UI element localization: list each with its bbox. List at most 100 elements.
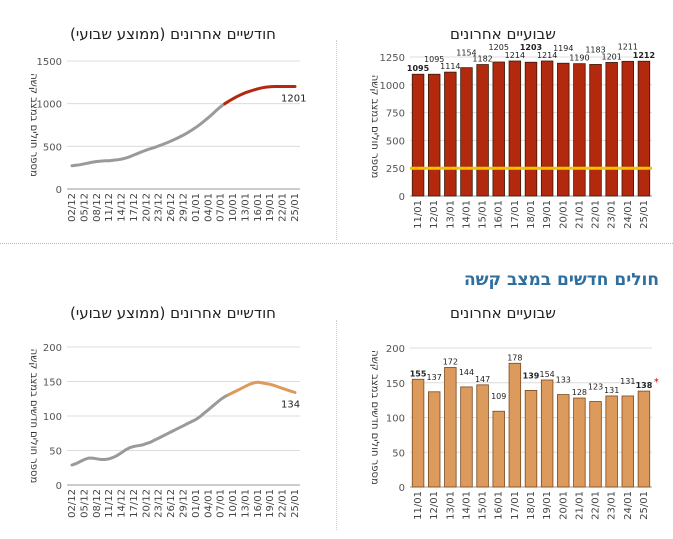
bottom-right-bar [508,362,522,488]
bottom-right-xtick-label: 12/01 [429,491,440,520]
top-right-bar [573,63,586,197]
bottom-right-xtick-label: 21/01 [574,491,585,520]
bottom-right-xtick-label: 14/01 [461,491,472,520]
top-right-bar [427,73,441,197]
bottom-right-bar-label: 178 [507,353,522,362]
top-right-bar [444,71,457,197]
top-right-xtick-label: 21/01 [574,200,585,229]
bottom-right-bar [589,401,602,488]
bottom-right-xtick-label: 24/01 [623,491,634,520]
bottom-right-bar-label: 128 [572,388,587,397]
top-left-xtick-label: 10/01 [228,193,239,222]
top-right-ytick-label: 1250 [380,53,405,64]
top-right-bar [540,60,554,197]
bottom-right-bar [476,384,489,488]
top-right-xtick-label: 17/01 [510,200,521,229]
bottom-right-ytick-label: 150 [386,379,405,390]
top-left-xtick-label: 01/01 [191,193,202,222]
top-right-xtick-label: 16/01 [494,200,505,229]
bottom-left-xtick-label: 25/01 [290,489,301,518]
top-left-ytick-label: 1000 [37,100,62,111]
top-left-xtick-label: 17/12 [129,193,140,222]
top-right-bar-label: 1182 [472,55,492,64]
bottom-left-ytick-label: 100 [43,412,62,423]
bottom-right-xtick-label: 15/01 [478,491,489,520]
bottom-left-xtick-label: 13/01 [240,489,251,518]
bottom-right-bar-label: 109 [491,392,506,401]
bottom-right-xtick-label: 19/01 [542,491,553,520]
top-right-bar [621,60,635,197]
top-right-xtick-label: 19/01 [542,200,553,229]
top-right-bar [411,73,425,197]
bottom-right-bar-label: 155 [410,369,427,378]
bottom-left-xtick-label: 05/12 [79,489,90,518]
top-right-bar-label: 1211 [618,42,638,51]
top-right-ytick-label: 750 [386,109,405,120]
top-left-series-line-recent [223,85,297,106]
bottom-right-bar [637,390,651,488]
bottom-left-xtick-label: 26/12 [166,489,177,518]
bottom-right-bar [411,378,425,488]
top-left-xtick-label: 08/12 [92,193,103,222]
bottom-right-xtick-label: 18/01 [526,491,537,520]
top-right-bar [637,60,651,197]
top-right-xtick-label: 13/01 [445,200,456,229]
bottom-left-ytick-label: 150 [43,378,62,389]
top-right-xtick-label: 25/01 [639,200,650,229]
vertical-divider-top [336,40,337,240]
top-left-xtick-label: 05/12 [79,193,90,222]
top-right-bar-label: 1203 [520,43,542,52]
top-right-bar-label: 1095 [407,64,430,73]
bottom-right-bar-label: 137 [427,373,442,382]
bottom-left-series-line-recent [227,380,297,397]
bottom-right-star-marker: * [654,377,659,388]
bottom-right-ytick-label: 50 [392,448,405,459]
bottom-right-xtick-label: 22/01 [591,491,602,520]
top-left-xtick-label: 14/12 [117,193,128,222]
bottom-right-bar-label: 123 [588,383,603,392]
bottom-left-xtick-label: 19/01 [265,489,276,518]
bottom-left-xtick-label: 02/12 [67,489,78,518]
bottom-left-ytick-label: 50 [49,447,62,458]
bottom-right-bar-label: 154 [539,370,554,379]
bottom-left-xtick-label: 16/01 [253,489,264,518]
bottom-left-title: חודשיים אחרונים (ממוצע שבועי) [70,304,276,322]
top-right-bar-label: 1183 [585,45,605,54]
bottom-right-bar-label: 172 [443,357,458,366]
bottom-right-bar [427,391,441,488]
top-right-bar [460,67,473,197]
bottom-left-end-label: 134 [281,400,300,411]
top-left-xtick-label: 23/12 [154,193,165,222]
bottom-left-xtick-label: 04/01 [203,489,214,518]
bottom-right-xtick-label: 25/01 [639,491,650,520]
bottom-right-bar [492,410,505,488]
top-right-xtick-label: 23/01 [607,200,618,229]
top-right-bar-label: 1095 [424,55,444,64]
top-right-bar [589,64,602,197]
bottom-right-bar-label: 133 [556,376,571,385]
top-right-xtick-label: 18/01 [526,200,537,229]
top-right-bar-label: 1201 [601,52,621,61]
top-right-bar-label: 1114 [440,62,460,71]
top-right-xtick-label: 22/01 [591,200,602,229]
top-right-bar [492,61,505,197]
top-right-xtick-label: 14/01 [461,200,472,229]
top-left-ytick-label: 1500 [37,57,62,68]
bottom-right-title: שבועיים אחרונים [450,304,556,322]
top-right-bar-label: 1212 [633,51,655,60]
top-right-bar-label: 1194 [553,44,573,53]
bottom-right-xtick-label: 17/01 [510,491,521,520]
top-right-bar-label: 1190 [569,54,589,63]
top-right-xtick-label: 24/01 [623,200,634,229]
bottom-left-ytick-label: 200 [43,343,62,354]
top-left-xtick-label: 29/12 [179,193,190,222]
bottom-left-xtick-label: 23/12 [154,489,165,518]
bottom-right-ytick-label: 0 [399,483,405,494]
section-heading: חולים חדשים במצב קשה [463,270,659,290]
bottom-right-xtick-label: 13/01 [445,491,456,520]
bottom-left-ytick-label: 0 [56,481,62,492]
top-left-xtick-label: 19/01 [265,193,276,222]
bottom-right-xtick-label: 23/01 [607,491,618,520]
bottom-right-bar [605,395,618,488]
top-right-bar-label: 1214 [505,51,525,60]
